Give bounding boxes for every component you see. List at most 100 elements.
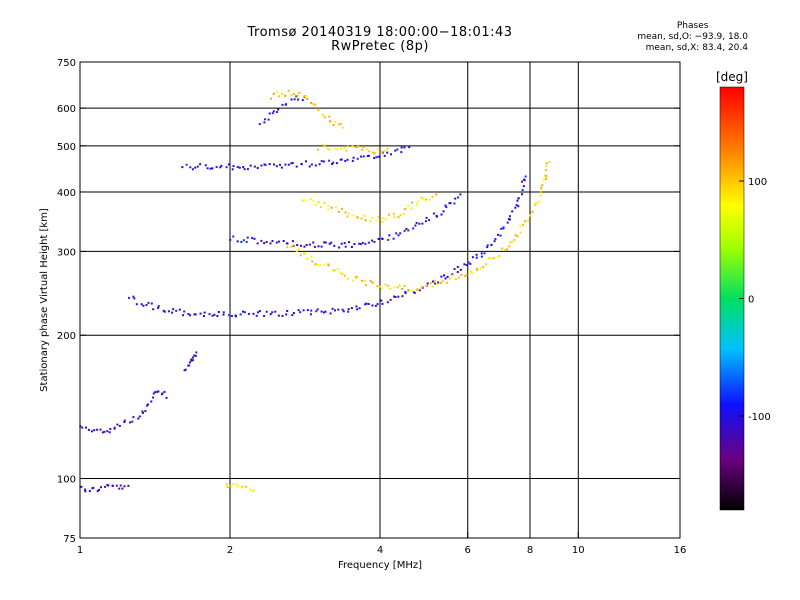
y-axis-label: Stationary phase Virtual Height [km]	[39, 208, 50, 392]
trace-point	[494, 238, 497, 240]
trace-point	[373, 240, 376, 243]
trace-point	[265, 310, 268, 313]
trace-point	[157, 305, 160, 308]
trace-point	[386, 147, 389, 150]
trace-point	[284, 163, 287, 166]
trace-point	[326, 147, 329, 150]
trace-point	[480, 255, 483, 258]
trace-point	[467, 261, 470, 264]
trace-point	[328, 148, 331, 151]
trace-point	[285, 103, 288, 106]
chart-title-line2: RwPretec (8p)	[331, 39, 429, 54]
trace-point	[334, 120, 337, 123]
trace-point	[432, 212, 435, 215]
trace-point	[418, 289, 421, 292]
trace-point	[271, 240, 274, 242]
trace-point	[396, 286, 399, 289]
y-tick-label: 75	[63, 534, 76, 545]
trace-point	[449, 202, 452, 205]
trace-point	[320, 160, 323, 163]
trace-point	[514, 206, 517, 209]
trace-point	[431, 196, 434, 198]
trace-point	[492, 257, 495, 260]
trace-point	[85, 426, 87, 429]
trace-point	[275, 165, 278, 168]
trace-point	[147, 301, 150, 304]
trace-point	[128, 296, 130, 299]
trace-point	[425, 216, 428, 219]
trace-point	[225, 483, 228, 486]
trace-point	[280, 166, 283, 169]
trace-point	[451, 273, 454, 276]
trace-point	[258, 123, 261, 126]
trace-point	[230, 315, 233, 317]
trace-point	[107, 484, 110, 487]
trace-point	[420, 197, 423, 199]
data-points	[79, 89, 551, 493]
trace-point	[381, 217, 384, 220]
trace-point	[389, 298, 392, 301]
x-tick-label: 16	[674, 545, 687, 556]
trace-point	[306, 257, 308, 260]
phase-stats: Phases mean, sd,O: −93.9, 18.0 mean, sd,…	[637, 21, 748, 54]
trace-point	[445, 281, 448, 284]
trace-point	[351, 279, 354, 282]
trace-point	[493, 240, 496, 243]
trace-point	[311, 260, 314, 263]
trace-point	[454, 197, 457, 200]
trace-point	[434, 282, 437, 285]
trace-point	[486, 246, 489, 249]
trace-point	[529, 214, 532, 217]
trace-point	[268, 163, 271, 165]
trace-point	[142, 304, 145, 307]
trace-point	[524, 220, 526, 223]
x-axis-ticks: 1 2 4 6 8 10 16	[77, 532, 687, 556]
trace-point	[329, 120, 331, 123]
trace-point	[424, 284, 427, 287]
trace-point	[360, 155, 363, 158]
trace-point	[146, 404, 149, 407]
trace-point	[545, 164, 548, 167]
trace-point	[132, 416, 135, 419]
trace-point	[297, 98, 300, 101]
trace-point	[363, 214, 366, 217]
trace-point	[424, 220, 427, 223]
trace-point	[232, 165, 235, 167]
trace-point	[342, 310, 345, 313]
trace-point	[277, 108, 280, 111]
trace-point	[346, 145, 349, 148]
trace-point	[360, 217, 363, 220]
trace-point	[251, 237, 254, 240]
trace-point	[376, 303, 379, 306]
trace-point	[397, 234, 400, 237]
trace-point	[246, 236, 249, 239]
trace-point	[229, 238, 232, 241]
trace-point	[240, 240, 243, 243]
trace-point	[321, 113, 324, 116]
trace-point	[236, 485, 239, 488]
trace-point	[194, 313, 197, 316]
trace-point	[313, 245, 316, 248]
trace-point	[469, 262, 472, 265]
trace-point	[545, 177, 547, 180]
trace-point	[270, 97, 273, 100]
trace-point	[544, 174, 546, 177]
trace-point	[96, 490, 99, 493]
trace-point	[295, 165, 298, 168]
trace-point	[548, 161, 551, 163]
trace-point	[327, 263, 330, 266]
x-tick-label: 10	[572, 545, 585, 556]
trace-point	[347, 212, 350, 215]
trace-point	[366, 155, 369, 157]
trace-point	[225, 166, 228, 169]
trace-point	[482, 266, 485, 268]
trace-point	[220, 164, 223, 167]
trace-point	[424, 198, 427, 201]
trace-point	[405, 227, 408, 230]
trace-point	[308, 165, 311, 168]
trace-point	[337, 308, 340, 311]
trace-point	[300, 244, 302, 247]
trace-point	[100, 486, 102, 489]
trace-point	[135, 303, 138, 306]
trace-point	[521, 193, 523, 196]
